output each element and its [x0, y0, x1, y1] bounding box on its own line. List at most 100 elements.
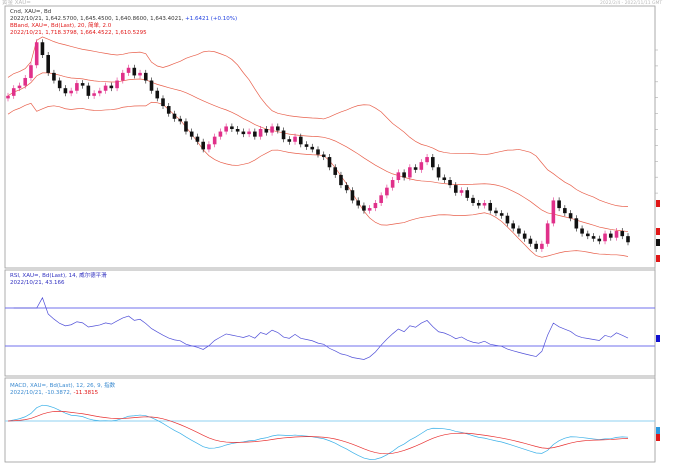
- candle-body: [620, 231, 625, 237]
- candle-body: [350, 190, 355, 201]
- candle-body: [402, 172, 406, 178]
- candle-body: [270, 126, 274, 133]
- candle-body: [218, 131, 223, 137]
- macd-legend-signal: -11.3815: [73, 390, 99, 396]
- candle-body: [34, 42, 39, 66]
- candle-body: [482, 202, 487, 206]
- candle-body: [419, 162, 424, 170]
- candle-body: [40, 42, 45, 56]
- candle-body: [247, 131, 251, 135]
- macd-marker-label: [656, 427, 660, 434]
- bband-middle: [7, 72, 629, 232]
- candle-body: [241, 131, 246, 135]
- candle-body: [568, 213, 573, 219]
- window-title: 黄金 XAU=: [2, 0, 31, 6]
- candle-body: [545, 223, 550, 244]
- candle-body: [471, 197, 475, 203]
- candle-body: [57, 80, 62, 89]
- candle-body: [511, 223, 515, 229]
- macd-legend-macd: -10.3872,: [45, 390, 72, 396]
- candle-body: [287, 139, 292, 142]
- candle-body: [356, 200, 360, 206]
- candle-body: [321, 154, 326, 158]
- candle-body: [11, 88, 16, 96]
- candle-body: [344, 185, 349, 191]
- candle-body: [367, 208, 372, 211]
- candle-body: [574, 218, 579, 229]
- candle-body: [431, 157, 435, 168]
- macd-legend-values: 2022/10/21, -10.3872, -11.3815: [10, 390, 98, 397]
- candle-body: [608, 233, 613, 238]
- candle-body: [436, 167, 441, 178]
- candle-body: [46, 55, 50, 73]
- bband-upper: [7, 36, 629, 207]
- candle-body: [396, 172, 401, 181]
- candle-body: [476, 202, 481, 206]
- candle-body: [465, 190, 470, 198]
- candle-body: [597, 238, 602, 242]
- candle-body: [178, 118, 183, 122]
- candle-body: [207, 144, 211, 150]
- candle-body: [425, 157, 429, 163]
- candle-body: [413, 167, 418, 170]
- candle-body: [293, 136, 297, 142]
- candle-body: [528, 238, 533, 244]
- candle-body: [304, 144, 309, 147]
- candle-legend-name: Cnd, XAU=, Bd: [10, 9, 52, 15]
- candle-body: [385, 187, 389, 196]
- candle-body: [230, 126, 234, 129]
- price-marker-label: [656, 255, 660, 263]
- candle-body: [184, 121, 188, 132]
- candle-body: [52, 72, 56, 81]
- candle-body: [505, 215, 510, 224]
- candle-body: [121, 72, 125, 81]
- candle-body: [540, 243, 544, 249]
- candle-body: [69, 90, 73, 94]
- candle-body: [132, 67, 137, 76]
- candle-body: [442, 177, 447, 181]
- candle-body: [362, 205, 366, 211]
- bband-legend-name: BBand, XAU=, Bd(Last), 20, 简单, 2.0: [10, 23, 112, 29]
- candle-body: [80, 83, 85, 86]
- rsi-line: [13, 296, 629, 360]
- candle-body: [138, 72, 142, 76]
- candle-body: [310, 146, 315, 150]
- bband-legend-values: 2022/10/21, 1,718.3798, 1,664.4522, 1,61…: [10, 30, 147, 36]
- pane-border-0: [4, 5, 656, 269]
- candle-body: [212, 136, 217, 145]
- macd-legend-date: 2022/10/21,: [10, 390, 44, 396]
- candle-body: [327, 157, 332, 168]
- candle-body: [333, 167, 338, 175]
- candle-body: [86, 85, 91, 96]
- bband-lower: [7, 101, 629, 258]
- candle-body: [75, 83, 79, 91]
- candle-legend-values: 2022/10/21, 1,642.5700, 1,645.4500, 1,64…: [10, 16, 237, 23]
- rsi-marker-label: [656, 334, 660, 342]
- candle-body: [235, 129, 240, 132]
- candle-body: [276, 126, 280, 131]
- candle-body: [534, 243, 538, 249]
- signal-line: [7, 410, 629, 455]
- pane-border-2: [4, 377, 656, 463]
- candle-body: [390, 180, 395, 188]
- candle-body: [253, 131, 257, 137]
- candle-body: [459, 190, 464, 193]
- candle-body: [63, 88, 68, 94]
- macd-legend-name: MACD, XAU=, Bd(Last), 12, 26, 9, 指数: [10, 383, 116, 389]
- candle-body: [264, 129, 269, 133]
- candle-body: [517, 228, 521, 234]
- candle-body: [17, 85, 22, 89]
- candle-body: [115, 80, 119, 89]
- candle-body: [488, 202, 493, 211]
- candle-body: [149, 80, 154, 91]
- candle-body: [281, 130, 286, 140]
- candle-body: [453, 185, 458, 193]
- candle-body: [316, 149, 320, 155]
- candle-body: [591, 236, 596, 239]
- candle-body: [155, 90, 160, 99]
- candle-body: [98, 90, 102, 94]
- candle-body: [551, 200, 556, 224]
- candle-body: [161, 98, 165, 107]
